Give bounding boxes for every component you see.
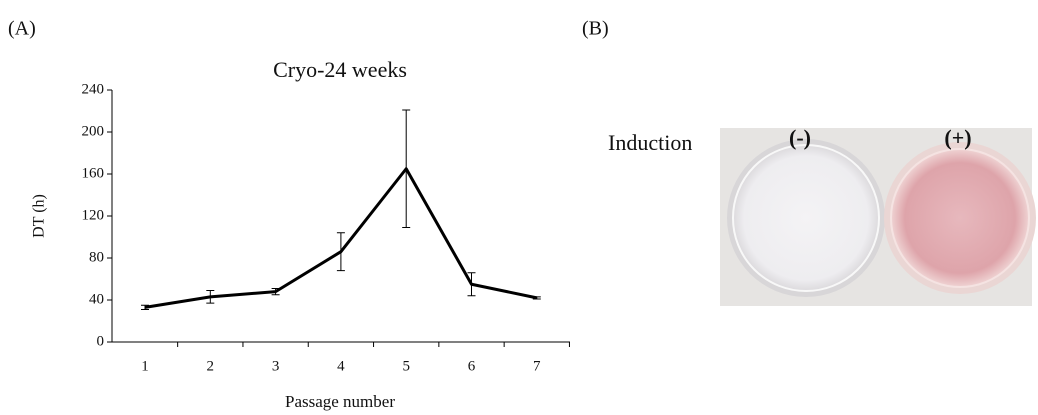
dish — [733, 145, 879, 291]
x-tick-label: 2 — [207, 358, 215, 374]
y-tick-label: 200 — [82, 123, 105, 139]
x-tick-label: 1 — [141, 358, 149, 374]
y-tick-label: 160 — [82, 165, 105, 181]
y-tick-label: 80 — [89, 249, 104, 265]
photo — [720, 128, 1036, 306]
y-tick-label: 240 — [82, 81, 105, 97]
figure: (A) (B) Cryo-24 weeks Passage number DT … — [0, 0, 1038, 415]
y-tick-label: 0 — [97, 333, 105, 349]
column-label: (-) — [789, 125, 811, 150]
x-axis-label: Passage number — [285, 392, 395, 411]
panel-label: (B) — [582, 18, 609, 40]
dish — [891, 149, 1029, 287]
y-axis-label: DT (h) — [31, 194, 48, 238]
x-tick-label: 6 — [468, 358, 476, 374]
y-tick-label: 40 — [89, 291, 104, 307]
x-tick-label: 3 — [272, 358, 280, 374]
x-tick-label: 7 — [533, 358, 541, 374]
column-label: (+) — [944, 125, 971, 150]
x-tick-label: 5 — [402, 358, 410, 374]
panel-label: (A) — [8, 18, 36, 40]
x-tick-label: 4 — [337, 358, 345, 374]
row-label: Induction — [608, 130, 692, 155]
y-tick-label: 120 — [82, 207, 105, 223]
chart-title: Cryo-24 weeks — [273, 57, 407, 82]
